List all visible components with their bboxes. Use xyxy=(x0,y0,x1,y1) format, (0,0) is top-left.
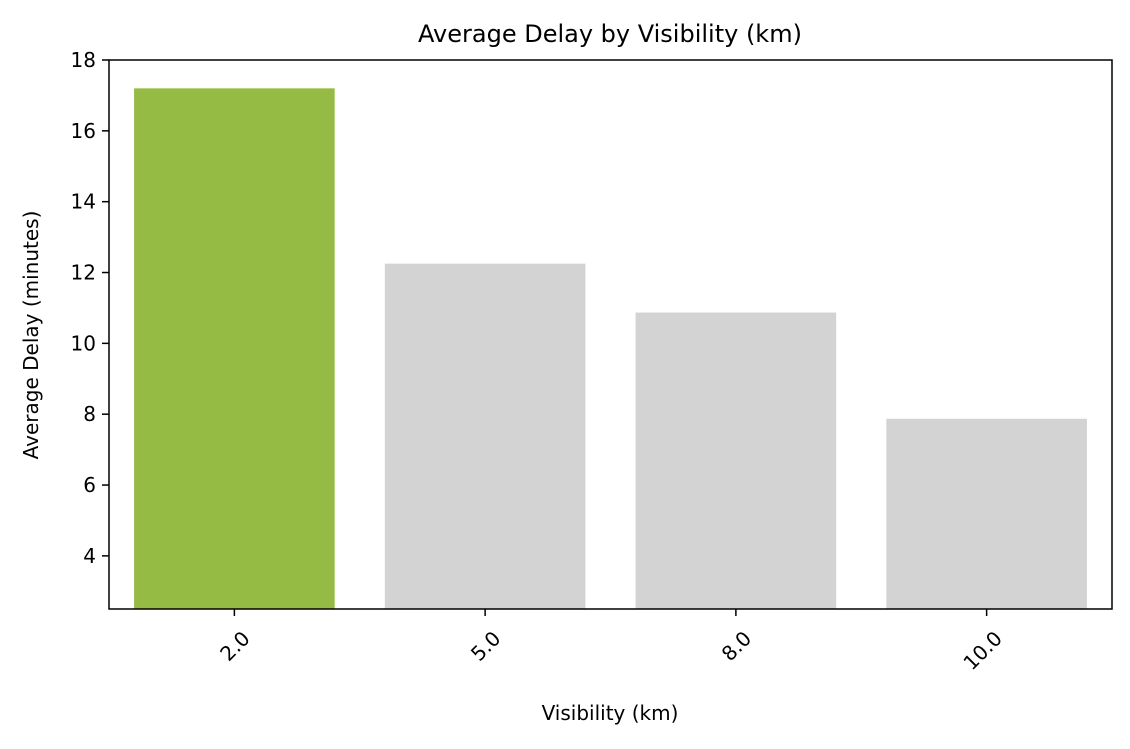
bar-10.0 xyxy=(886,418,1087,609)
x-tick-label: 10.0 xyxy=(958,626,1006,674)
x-tick-label: 2.0 xyxy=(215,626,254,665)
y-axis-ticks: 4 6 8 10 12 14 16 18 xyxy=(71,48,109,568)
y-tick-label: 12 xyxy=(71,261,96,285)
bars-layer xyxy=(134,88,1087,610)
bar-8.0 xyxy=(635,312,837,609)
x-tick-label: 8.0 xyxy=(717,626,756,665)
y-tick-label: 8 xyxy=(83,402,96,426)
y-tick-label: 18 xyxy=(71,48,96,72)
x-axis-ticks: 2.0 5.0 8.0 10.0 xyxy=(215,609,1007,675)
y-axis-title: Average Delay (minutes) xyxy=(19,211,43,460)
y-tick-label: 14 xyxy=(71,190,96,214)
chart-title: Average Delay by Visibility (km) xyxy=(418,20,802,48)
bar-5.0 xyxy=(384,263,586,609)
x-axis-title: Visibility (km) xyxy=(542,701,679,725)
x-tick-label: 5.0 xyxy=(466,626,505,665)
bar-2.0 xyxy=(134,88,335,610)
plot-frame xyxy=(108,59,1113,610)
y-tick-label: 6 xyxy=(83,473,96,497)
y-tick-label: 16 xyxy=(71,119,96,143)
y-tick-label: 10 xyxy=(71,331,96,355)
y-tick-label: 4 xyxy=(83,544,96,568)
